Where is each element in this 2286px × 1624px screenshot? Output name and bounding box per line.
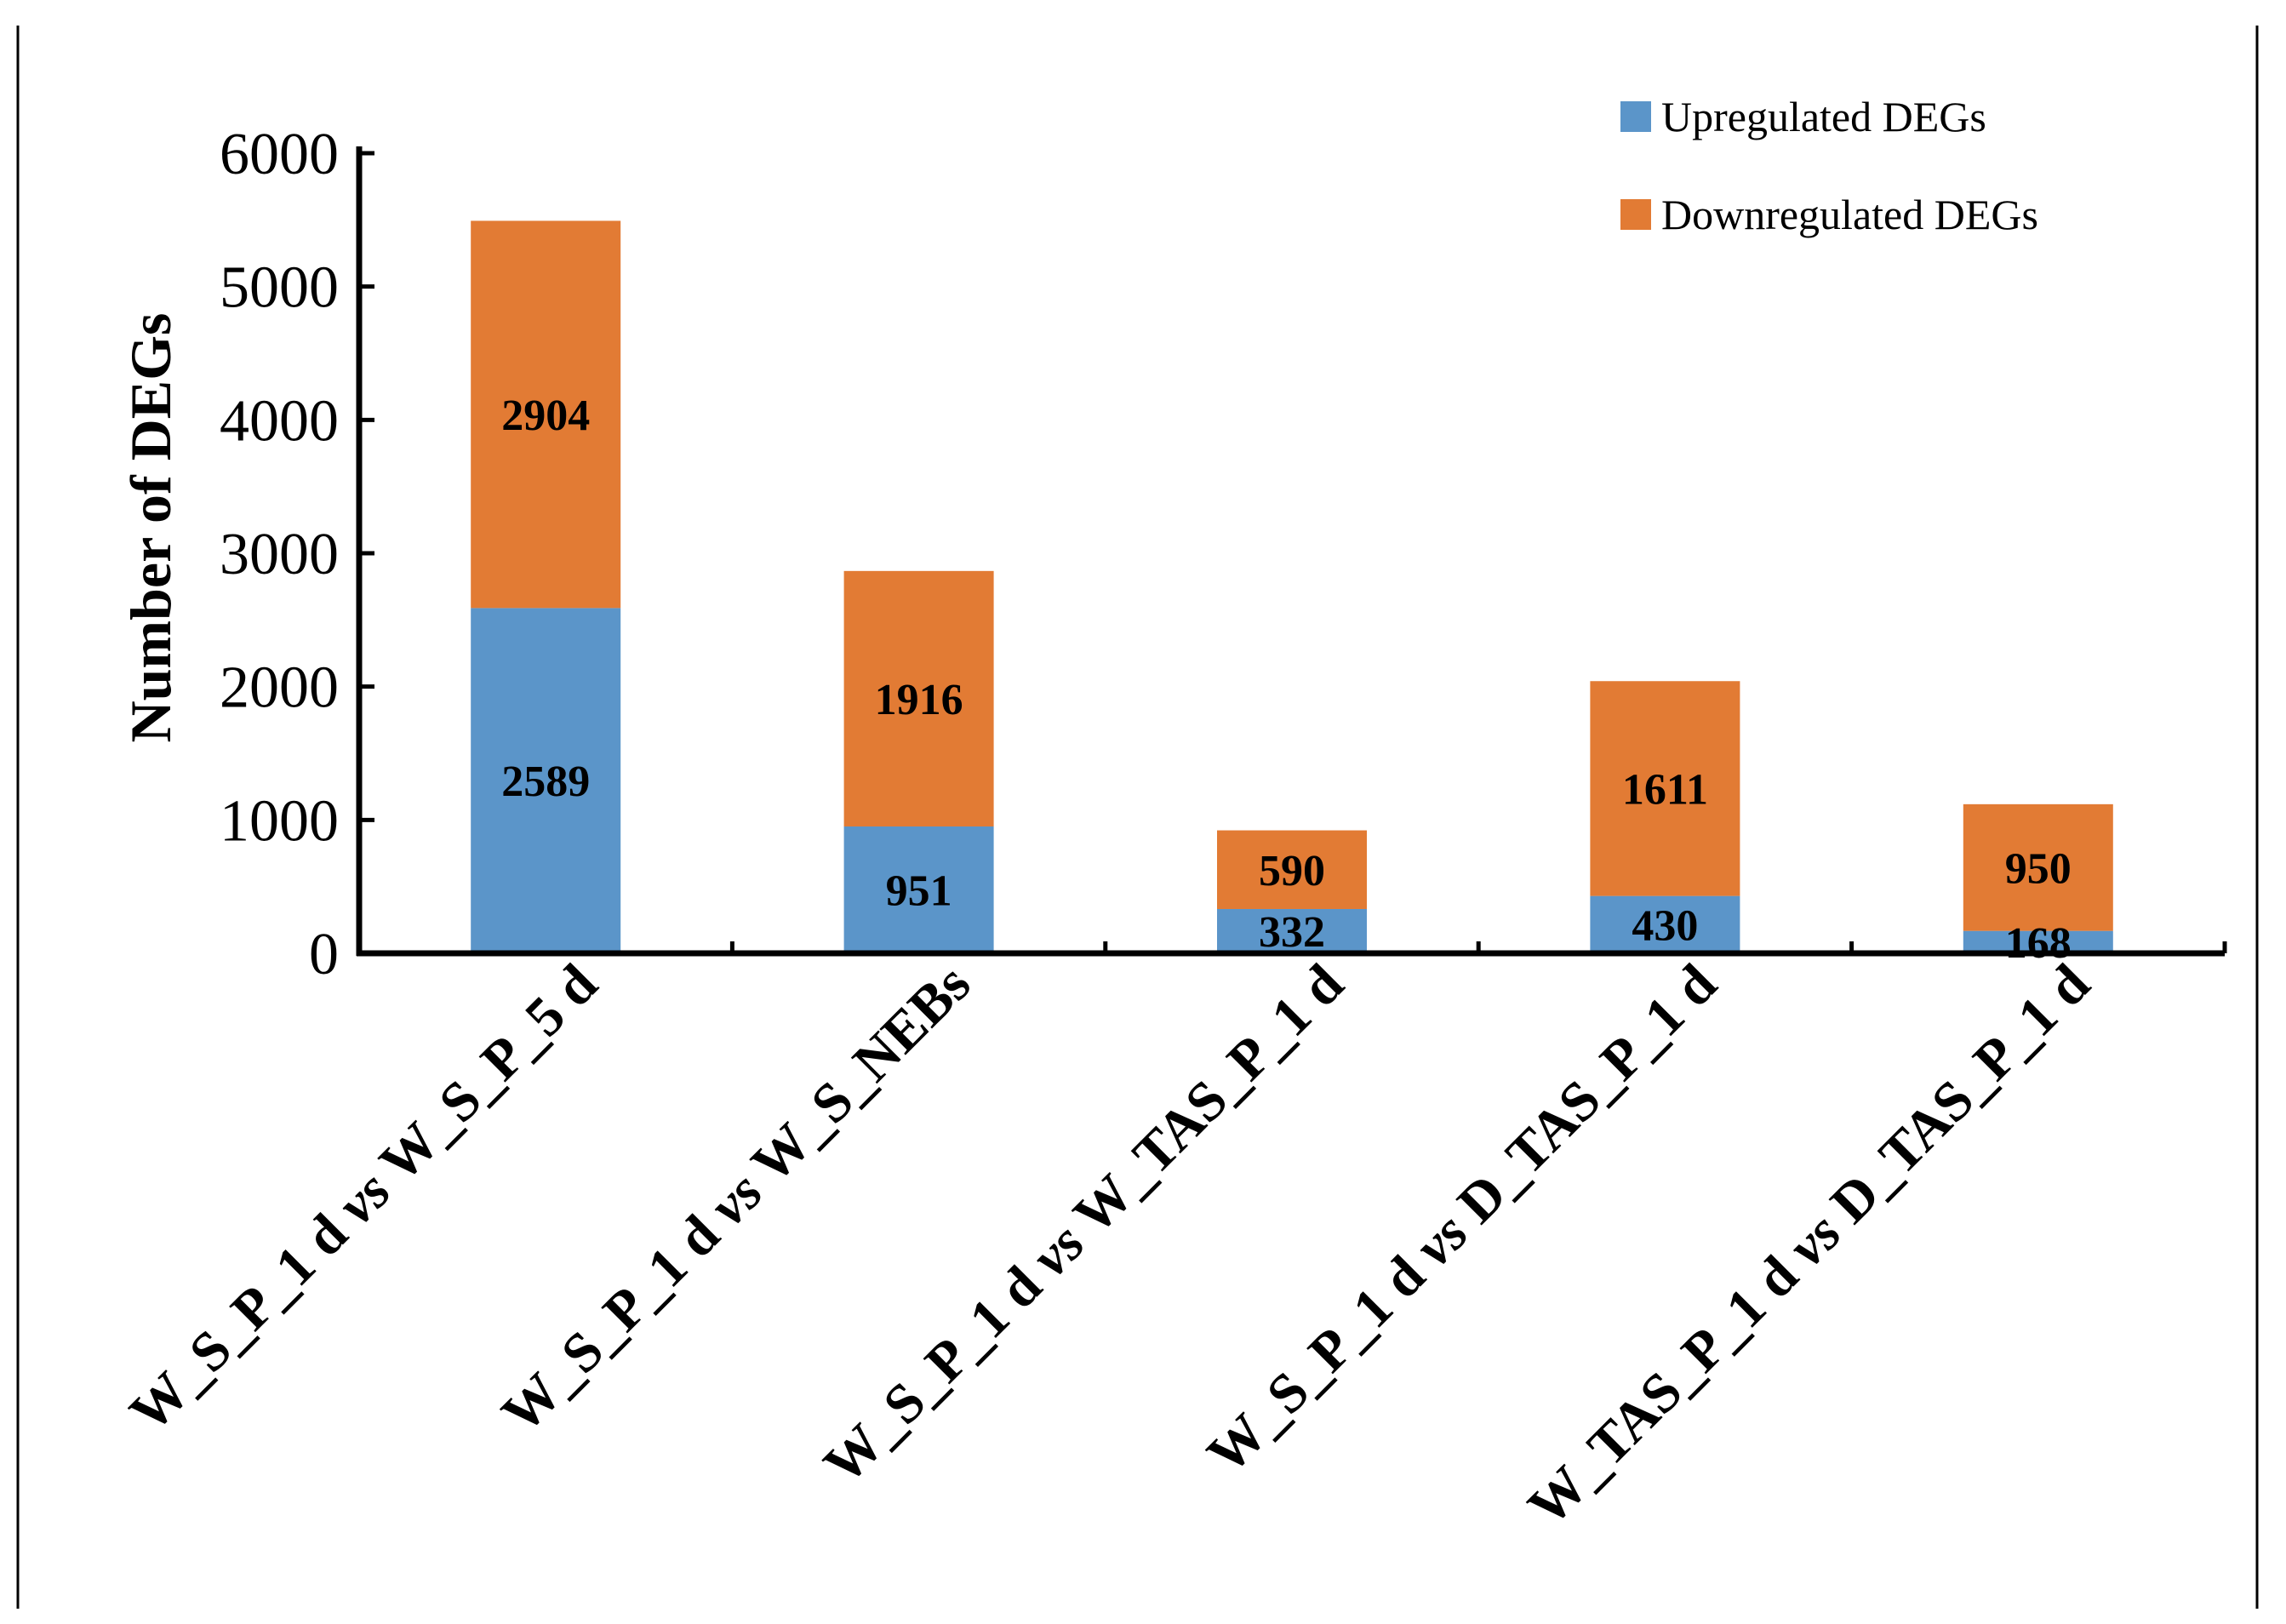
bar-up-2	[843, 826, 994, 953]
labels-layer: 2589 2904 951 1916 332 590 430 1611 168 950 0 1000 2…	[118, 122, 2102, 1538]
legend-swatch-up	[1620, 101, 1651, 132]
y-tick-label-0: 0	[309, 922, 339, 987]
value-label-up-3: 332	[1259, 908, 1325, 957]
bar-down-4	[1590, 681, 1740, 896]
value-label-down-5: 950	[2005, 844, 2072, 893]
legend-swatch-down	[1620, 199, 1651, 230]
y-tick-label-1000: 1000	[220, 788, 339, 854]
bar-down-1	[471, 220, 621, 609]
value-label-down-4: 1611	[1622, 765, 1708, 814]
y-tick-label-2000: 2000	[220, 655, 339, 721]
bar-up-3	[1217, 908, 1367, 953]
value-label-up-1: 2589	[501, 758, 590, 806]
y-axis-label: Number of DEGs	[118, 313, 183, 743]
value-label-down-2: 1916	[875, 676, 963, 724]
value-label-up-5: 168	[2005, 919, 2072, 968]
value-label-down-3: 590	[1259, 847, 1325, 895]
y-tick-label-5000: 5000	[220, 255, 339, 321]
bar-down-2	[843, 570, 994, 827]
bars-layer	[471, 220, 2113, 953]
bar-up-1	[471, 608, 621, 953]
axes-layer	[356, 146, 2227, 957]
value-label-up-2: 951	[886, 867, 952, 916]
bar-up-5	[1963, 930, 2113, 953]
legend: Upregulated DEGs Downregulated DEGs	[1620, 93, 2038, 238]
y-tick-label-6000: 6000	[220, 122, 339, 187]
legend-label-down: Downregulated DEGs	[1661, 191, 2038, 238]
bar-down-3	[1217, 830, 1367, 909]
bar-down-5	[1963, 803, 2113, 931]
y-tick-label-4000: 4000	[220, 388, 339, 454]
value-label-down-1: 2904	[501, 392, 590, 440]
bar-up-4	[1590, 895, 1740, 953]
legend-label-up: Upregulated DEGs	[1661, 93, 1986, 140]
y-tick-label-3000: 3000	[220, 522, 339, 587]
value-label-up-4: 430	[1632, 901, 1698, 950]
